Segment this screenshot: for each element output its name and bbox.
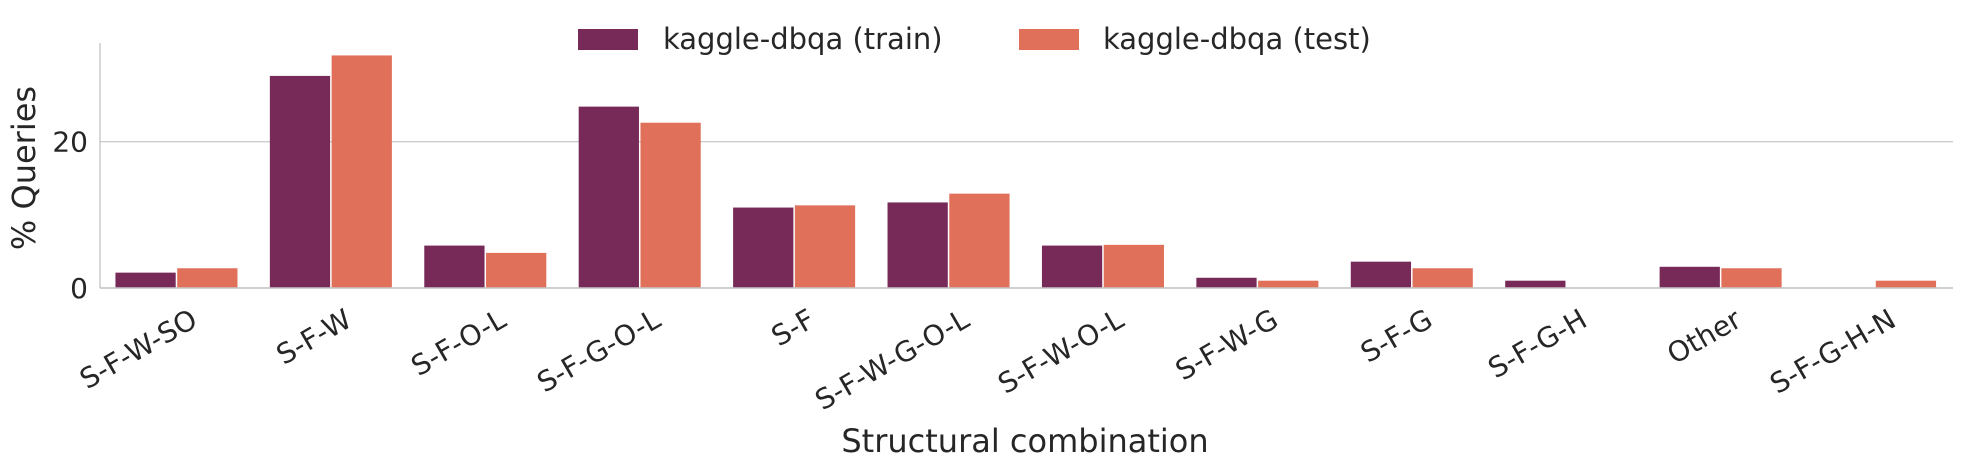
bar-train-S-F-W-G (1196, 277, 1257, 288)
bar-test-Other (1721, 268, 1782, 288)
bar-train-S-F-W-G-O-L (887, 202, 948, 288)
x-tick-label: S-F-G-O-L (531, 302, 666, 399)
bar-test-S-F (794, 205, 856, 288)
bar-test-S-F-O-L (486, 252, 547, 288)
x-tick-label: S-F-W-SO (74, 302, 203, 395)
x-tick-label: S-F-W-G-O-L (810, 302, 976, 417)
y-tick-label: 0 (70, 272, 88, 305)
bars (115, 55, 1937, 289)
axes (99, 43, 1953, 289)
bar-train-S-F-G (1350, 261, 1412, 288)
bar-test-S-F-W-O-L (1103, 244, 1164, 288)
bar-train-S-F-G-H (1505, 280, 1566, 288)
bar-test-S-F-G-H-N (1875, 280, 1937, 288)
x-tick-label: Other (1662, 302, 1748, 371)
bar-train-Other (1659, 266, 1720, 288)
x-tick-labels: S-F-W-SO S-F-W S-F-O-L S-F-G-O-L S-FS-F-W-G-… (74, 302, 1901, 417)
bar-test-S-F-W-G-O-L (949, 193, 1010, 288)
bar-test-S-F-G-O-L (640, 122, 701, 288)
x-tick-label: S-F-W (271, 302, 357, 371)
y-tick-label: 20 (52, 126, 88, 159)
y-tick-labels: 0 20 (52, 126, 88, 305)
bar-test-S-F-G (1412, 268, 1473, 288)
bar-train-S-F-W (269, 75, 331, 288)
x-tick-label: S-F-G-H-N (1764, 302, 1901, 400)
legend-swatch-train (578, 29, 638, 50)
legend-label-train: kaggle-dbqa (train) (663, 22, 943, 56)
y-axis-label: % Queries (5, 86, 43, 250)
x-tick-label: S-F-W-G (1170, 302, 1284, 387)
bar-test-S-F-W-SO (177, 268, 238, 288)
bar-train-S-F-O-L (424, 245, 485, 288)
bar-train-S-F-W-O-L (1041, 245, 1103, 288)
x-tick-label: S-F-G (1355, 302, 1438, 369)
legend: kaggle-dbqa (train) kaggle-dbqa (test) (578, 22, 1371, 56)
bar-train-S-F (733, 207, 794, 288)
x-axis-label: Structural combination (841, 422, 1208, 460)
x-tick-label: S-F (766, 302, 821, 353)
bar-train-S-F-W-SO (115, 272, 176, 288)
legend-label-test: kaggle-dbqa (test) (1103, 22, 1371, 56)
x-tick-label: S-F-W-O-L (992, 302, 1129, 400)
bar-train-S-F-G-O-L (578, 106, 639, 289)
legend-swatch-test (1019, 29, 1079, 50)
x-tick-label: S-F-O-L (406, 302, 512, 382)
x-tick-label: S-F-G-H (1482, 302, 1592, 385)
bar-test-S-F-W-G (1258, 280, 1319, 288)
bar-test-S-F-W (331, 55, 392, 289)
